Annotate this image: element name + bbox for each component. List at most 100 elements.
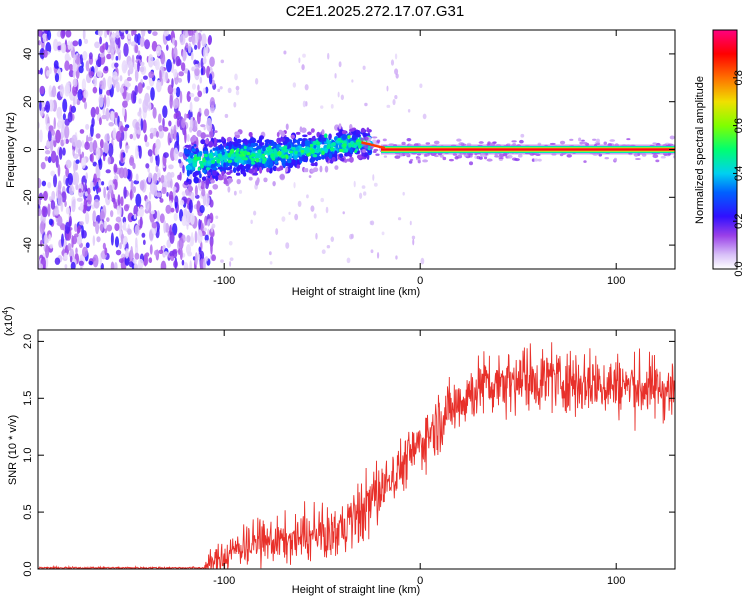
spectrogram-signal-blob bbox=[285, 162, 291, 167]
spectrogram-noise-blob bbox=[111, 32, 117, 38]
spectrogram-signal-blob bbox=[226, 136, 233, 143]
spectrogram-noise-blob bbox=[254, 77, 259, 85]
spectrogram-noise-blob bbox=[171, 78, 174, 89]
spectrogram-signal-blob bbox=[324, 165, 329, 173]
spectrogram-halo-blob bbox=[669, 135, 675, 140]
spectrogram-noise-blob bbox=[79, 221, 84, 226]
spectrogram-halo-blob bbox=[592, 138, 597, 141]
spectrogram-noise-blob bbox=[83, 197, 88, 211]
spectrogram-signal-blob bbox=[283, 145, 288, 150]
spectrogram-noise-blob bbox=[302, 53, 306, 58]
spectrogram-noise-blob bbox=[120, 152, 124, 163]
spectrogram-noise-blob bbox=[229, 257, 234, 262]
spectrogram-noise-blob bbox=[57, 121, 63, 130]
spectrogram-signal-blob bbox=[203, 161, 207, 166]
spectrogram-noise-blob bbox=[120, 196, 124, 207]
spectrogram-noise-blob bbox=[60, 233, 64, 247]
spectrogram-signal-blob bbox=[196, 156, 201, 161]
spectrogram-signal-blob bbox=[305, 167, 309, 173]
spectrogram-halo-blob bbox=[492, 141, 497, 144]
spectrogram-noise-blob bbox=[102, 77, 106, 90]
spectrogram-noise-blob bbox=[373, 182, 378, 187]
spectrogram-noise-blob bbox=[292, 82, 297, 88]
spectrogram-signal-blob bbox=[186, 178, 190, 182]
spectrogram-noise-blob bbox=[147, 54, 154, 68]
spectrogram-noise-blob bbox=[144, 39, 151, 50]
spectrogram-noise-blob bbox=[70, 261, 76, 269]
spectrogram-noise-blob bbox=[106, 224, 113, 232]
spectrogram-noise-blob bbox=[189, 235, 195, 247]
spectrogram-noise-blob bbox=[71, 134, 78, 147]
spectrogram-noise-blob bbox=[194, 63, 199, 69]
spectrogram-signal-blob bbox=[354, 150, 357, 154]
spectrogram-noise-blob bbox=[81, 230, 87, 239]
spectrogram-noise-blob bbox=[173, 212, 178, 222]
snr-x-tick-label: 0 bbox=[417, 575, 423, 587]
spectrogram-halo-blob bbox=[478, 156, 483, 160]
spectrogram-signal-blob bbox=[367, 149, 372, 154]
spectrogram-noise-blob bbox=[115, 216, 122, 223]
spectrogram-noise-blob bbox=[45, 141, 51, 149]
spectrogram-noise-blob bbox=[349, 233, 353, 240]
spectrogram-signal-blob bbox=[203, 153, 208, 158]
spectrogram-noise-blob bbox=[199, 30, 203, 33]
spectrogram-noise-blob bbox=[39, 100, 42, 111]
spectrogram-noise-blob bbox=[92, 86, 98, 94]
spectrogram-noise-blob bbox=[304, 84, 309, 91]
spectrogram-noise-blob bbox=[149, 154, 154, 164]
spectrogram-noise-blob bbox=[422, 113, 427, 120]
spectrogram-halo-blob bbox=[569, 138, 574, 141]
spectrogram-noise-blob bbox=[54, 257, 61, 265]
spectrogram-noise-blob bbox=[81, 156, 87, 169]
spectrogram-noise-blob bbox=[420, 257, 425, 265]
spectrogram-noise-blob bbox=[39, 129, 43, 143]
spectrogram-signal-blob bbox=[321, 129, 325, 136]
spectrogram-signal-blob bbox=[195, 147, 199, 153]
spectrogram-noise-blob bbox=[155, 130, 159, 138]
spectrogram-signal-blob bbox=[202, 157, 206, 163]
spectrogram-noise-blob bbox=[128, 261, 134, 268]
spectrogram-noise-blob bbox=[140, 30, 146, 37]
spectrogram-noise-blob bbox=[84, 183, 88, 193]
spectrogram-noise-blob bbox=[103, 186, 106, 199]
spectrogram-noise-blob bbox=[95, 146, 101, 161]
spectrogram-signal-blob bbox=[199, 150, 203, 157]
spectrogram-signal-blob bbox=[328, 133, 332, 140]
spectrogram-noise-blob bbox=[69, 255, 73, 263]
spectrogram-signal-blob bbox=[319, 165, 323, 173]
spectrogram-signal-blob bbox=[357, 144, 362, 149]
spectrogram-noise-blob bbox=[75, 247, 78, 255]
spectrogram-signal-blob bbox=[312, 154, 318, 158]
spectrogram-halo-blob bbox=[463, 154, 469, 157]
spectrogram-noise-blob bbox=[81, 78, 87, 92]
spectrogram-noise-blob bbox=[39, 221, 45, 235]
colorbar-tick-label: 0.0 bbox=[733, 261, 745, 276]
spectrogram-noise-blob bbox=[101, 181, 105, 186]
spectrogram-signal-blob bbox=[331, 156, 336, 162]
spectrogram-noise-blob bbox=[47, 203, 51, 217]
spectrogram-noise-blob bbox=[107, 190, 110, 201]
spectrogram-noise-blob bbox=[95, 133, 101, 139]
spectrogram-noise-blob bbox=[110, 232, 114, 246]
spectrogram-noise-blob bbox=[381, 231, 385, 236]
spectrogram-signal-blob bbox=[224, 159, 228, 163]
spectrogram-noise-blob bbox=[123, 221, 127, 227]
spectrogram-noise-blob bbox=[104, 30, 108, 39]
spectrogram-halo-blob bbox=[409, 158, 414, 162]
spectrogram-noise-blob bbox=[209, 56, 215, 68]
spectrogram-halo-blob bbox=[655, 159, 660, 163]
spectrogram-noise-blob bbox=[64, 200, 67, 208]
spectrogram-halo-blob bbox=[604, 156, 610, 160]
spectrogram-signal-blob bbox=[334, 165, 339, 170]
spectrogram-noise-blob bbox=[104, 133, 110, 142]
spectrogram-noise-blob bbox=[187, 42, 192, 54]
spectrogram-noise-blob bbox=[137, 82, 143, 94]
spectrogram-noise-blob bbox=[84, 38, 89, 44]
spectrogram-noise-blob bbox=[50, 170, 56, 177]
spectrogram-signal-blob bbox=[302, 134, 308, 138]
spectrogram-signal-blob bbox=[234, 133, 240, 139]
spectrogram-noise-blob bbox=[178, 151, 184, 158]
spectrogram-signal-blob bbox=[355, 141, 361, 146]
spectrogram-noise-blob bbox=[118, 258, 124, 264]
spectrogram-halo-blob bbox=[454, 156, 459, 160]
